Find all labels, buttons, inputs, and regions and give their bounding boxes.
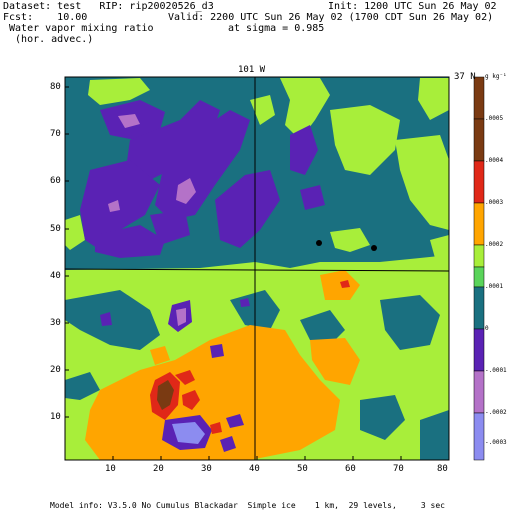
y-tick-label: 60 bbox=[50, 176, 61, 186]
colorbar-label: .0002 bbox=[485, 241, 504, 248]
y-tick-label: 40 bbox=[50, 271, 61, 281]
y-tick-label: 20 bbox=[50, 365, 61, 375]
dataset-label: Dataset: test RIP: rip20020526_d3 bbox=[3, 1, 214, 12]
model-info-footer: Model info: V3.5.0 No Cumulus Blackadar … bbox=[50, 501, 445, 510]
field-red-brown bbox=[150, 280, 350, 420]
field-teal-holes bbox=[65, 290, 449, 460]
x-tick-label: 40 bbox=[249, 464, 260, 474]
colorbar-label: -.0003 bbox=[485, 439, 507, 446]
colorbar-label: .0004 bbox=[485, 157, 504, 164]
latitude-label: 37 N bbox=[454, 72, 476, 82]
x-tick-label: 20 bbox=[153, 464, 164, 474]
field-lower-purples bbox=[100, 298, 250, 452]
field-upper-mauves bbox=[108, 114, 196, 212]
x-tick-label: 70 bbox=[393, 464, 404, 474]
field-green-upper bbox=[65, 78, 449, 260]
x-tick-label: 50 bbox=[297, 464, 308, 474]
longitude-label: 101 W bbox=[238, 65, 266, 75]
colorbar-label: -.0001 bbox=[485, 367, 507, 374]
colorbar bbox=[473, 76, 485, 461]
x-tick-label: 60 bbox=[345, 464, 356, 474]
y-tick-label: 80 bbox=[50, 82, 61, 92]
field-name-label: Water vapor mixing ratio bbox=[3, 23, 154, 34]
forecast-hour-label: Fcst: 10.00 bbox=[3, 12, 88, 23]
colorbar-label: .0001 bbox=[485, 283, 504, 290]
y-tick-label: 30 bbox=[50, 318, 61, 328]
colorbar-label: -.0002 bbox=[485, 409, 507, 416]
colorbar-label: .0003 bbox=[485, 199, 504, 206]
valid-time-label: Valid: 2200 UTC Sun 26 May 02 (1700 CDT … bbox=[168, 12, 494, 23]
field-subtitle-label: (hor. advec.) bbox=[3, 34, 94, 45]
sigma-level-label: at sigma = 0.985 bbox=[228, 23, 325, 34]
x-tick-label: 80 bbox=[437, 464, 448, 474]
y-tick-label: 50 bbox=[50, 224, 61, 234]
field-orange bbox=[85, 270, 360, 460]
y-tick-label: 70 bbox=[50, 129, 61, 139]
x-tick-label: 30 bbox=[201, 464, 212, 474]
colorbar-unit: g kg⁻¹ bbox=[485, 73, 507, 80]
init-time-label: Init: 1200 UTC Sun 26 May 02 bbox=[328, 1, 497, 12]
colorbar-label: .0005 bbox=[485, 115, 504, 122]
x-tick-label: 10 bbox=[105, 464, 116, 474]
y-tick-label: 10 bbox=[50, 412, 61, 422]
colorbar-label: 0 bbox=[485, 325, 489, 332]
